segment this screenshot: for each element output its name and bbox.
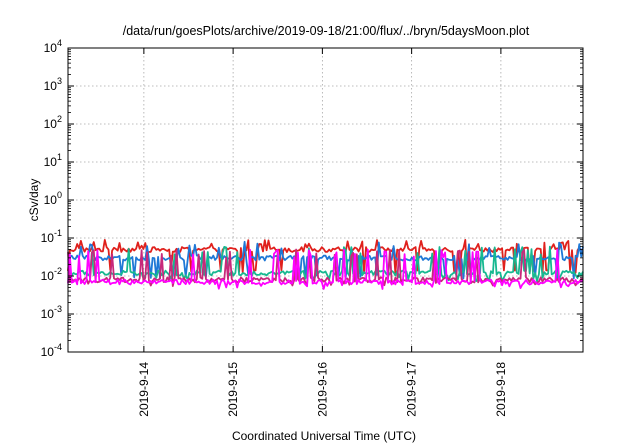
series-line (67, 238, 584, 276)
series-line (67, 248, 584, 290)
y-tick-label: 104 (44, 38, 62, 55)
y-tick-label: 10-4 (41, 342, 62, 359)
x-tick-label: 2019-9-15 (226, 362, 240, 417)
tick-labels: 104 103 102 101 100 10-1 10-2 10-3 10-4 2019-9-14… (41, 38, 508, 417)
x-axis-label: Coordinated Universal Time (UTC) (232, 429, 416, 443)
y-tick-label: 10-3 (41, 304, 62, 321)
y-tick-label: 10-2 (41, 266, 62, 283)
y-tick-label: 103 (44, 76, 62, 93)
x-tick-label: 2019-9-16 (315, 362, 329, 417)
grid (68, 47, 583, 353)
y-axis-label: cSv/day (27, 179, 41, 222)
series-line (67, 245, 584, 283)
y-tick-label: 10-1 (41, 228, 62, 245)
y-tick-label: 102 (44, 114, 62, 131)
axes (67, 47, 584, 353)
series-group (67, 238, 584, 290)
x-tick-label: 2019-9-18 (494, 362, 508, 417)
chart-title: /data/run/goesPlots/archive/2019-09-18/2… (123, 24, 530, 38)
series-line (67, 248, 583, 288)
series-line (67, 240, 584, 281)
plot-frame (67, 47, 584, 353)
x-tick-label: 2019-9-14 (137, 362, 151, 417)
y-tick-label: 101 (44, 152, 62, 169)
y-tick-label: 100 (44, 190, 62, 207)
x-tick-label: 2019-9-17 (405, 362, 419, 417)
